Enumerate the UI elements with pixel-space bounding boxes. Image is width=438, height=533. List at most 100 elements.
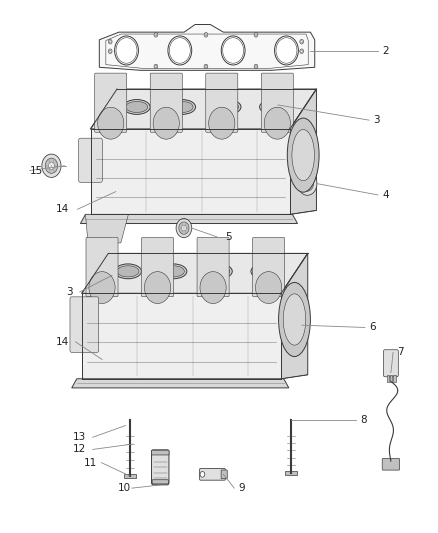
Circle shape <box>301 176 314 191</box>
Circle shape <box>264 107 290 139</box>
Polygon shape <box>91 129 290 214</box>
Circle shape <box>115 36 138 65</box>
FancyBboxPatch shape <box>253 238 285 297</box>
Ellipse shape <box>169 100 195 115</box>
Ellipse shape <box>251 264 278 279</box>
Circle shape <box>298 172 317 195</box>
Circle shape <box>276 38 297 63</box>
Polygon shape <box>99 25 315 70</box>
FancyBboxPatch shape <box>152 450 169 455</box>
Circle shape <box>275 36 298 65</box>
Ellipse shape <box>124 100 150 115</box>
Circle shape <box>155 66 157 68</box>
Ellipse shape <box>208 266 230 277</box>
Circle shape <box>109 50 111 52</box>
Circle shape <box>116 38 137 63</box>
Ellipse shape <box>253 266 275 277</box>
Polygon shape <box>85 214 128 243</box>
Text: 15: 15 <box>30 166 43 176</box>
Circle shape <box>155 34 157 36</box>
Circle shape <box>98 107 124 139</box>
Polygon shape <box>290 89 316 214</box>
Text: 11: 11 <box>84 458 97 467</box>
Circle shape <box>204 64 208 69</box>
FancyBboxPatch shape <box>150 73 182 132</box>
FancyBboxPatch shape <box>141 238 173 297</box>
Circle shape <box>254 64 258 69</box>
Circle shape <box>168 36 192 65</box>
Circle shape <box>42 154 61 177</box>
FancyBboxPatch shape <box>95 73 127 132</box>
Circle shape <box>109 41 111 43</box>
Circle shape <box>300 49 304 53</box>
Text: 6: 6 <box>369 322 376 333</box>
Circle shape <box>287 318 299 332</box>
FancyBboxPatch shape <box>70 297 99 352</box>
Circle shape <box>176 219 192 238</box>
FancyBboxPatch shape <box>206 73 238 132</box>
FancyBboxPatch shape <box>221 470 227 479</box>
Ellipse shape <box>283 294 306 345</box>
Circle shape <box>200 272 226 303</box>
FancyBboxPatch shape <box>384 350 398 377</box>
Circle shape <box>290 322 296 328</box>
Ellipse shape <box>287 118 319 192</box>
Text: 14: 14 <box>56 337 69 347</box>
Polygon shape <box>81 214 297 223</box>
Ellipse shape <box>162 266 184 277</box>
Circle shape <box>89 272 115 303</box>
Polygon shape <box>82 253 308 293</box>
Circle shape <box>200 472 205 477</box>
Ellipse shape <box>160 264 187 279</box>
Circle shape <box>208 107 235 139</box>
Text: 13: 13 <box>73 432 86 442</box>
Ellipse shape <box>260 100 286 115</box>
Ellipse shape <box>214 100 241 115</box>
Text: 8: 8 <box>360 415 367 425</box>
Circle shape <box>300 39 304 44</box>
Circle shape <box>301 50 303 52</box>
Text: 3: 3 <box>67 287 73 297</box>
Text: 3: 3 <box>374 115 380 125</box>
Ellipse shape <box>292 130 314 181</box>
Circle shape <box>254 33 258 37</box>
Circle shape <box>179 222 189 235</box>
FancyBboxPatch shape <box>382 458 399 470</box>
FancyBboxPatch shape <box>79 138 102 182</box>
Ellipse shape <box>217 101 239 112</box>
Circle shape <box>170 38 190 63</box>
Circle shape <box>154 33 158 37</box>
Text: 14: 14 <box>56 204 69 214</box>
Polygon shape <box>82 293 281 379</box>
Ellipse shape <box>115 264 141 279</box>
Ellipse shape <box>279 282 311 357</box>
FancyBboxPatch shape <box>197 238 229 297</box>
FancyBboxPatch shape <box>393 375 396 382</box>
Circle shape <box>221 36 245 65</box>
Polygon shape <box>91 89 316 129</box>
FancyBboxPatch shape <box>261 73 293 132</box>
Ellipse shape <box>126 101 148 112</box>
Circle shape <box>45 158 58 173</box>
FancyBboxPatch shape <box>387 375 389 382</box>
Circle shape <box>205 34 207 36</box>
Circle shape <box>205 66 207 68</box>
Circle shape <box>49 162 54 169</box>
FancyBboxPatch shape <box>285 471 297 475</box>
Text: 2: 2 <box>382 46 389 56</box>
FancyBboxPatch shape <box>152 480 168 484</box>
FancyBboxPatch shape <box>86 238 118 297</box>
Circle shape <box>223 38 244 63</box>
FancyBboxPatch shape <box>390 375 392 382</box>
Text: 12: 12 <box>73 445 86 455</box>
Ellipse shape <box>171 101 193 112</box>
Circle shape <box>108 49 112 53</box>
Text: 7: 7 <box>397 348 404 358</box>
Text: 5: 5 <box>226 232 232 242</box>
FancyBboxPatch shape <box>200 469 225 480</box>
Circle shape <box>301 41 303 43</box>
Circle shape <box>108 39 112 44</box>
Circle shape <box>284 314 302 336</box>
Circle shape <box>255 272 282 303</box>
Ellipse shape <box>205 264 232 279</box>
